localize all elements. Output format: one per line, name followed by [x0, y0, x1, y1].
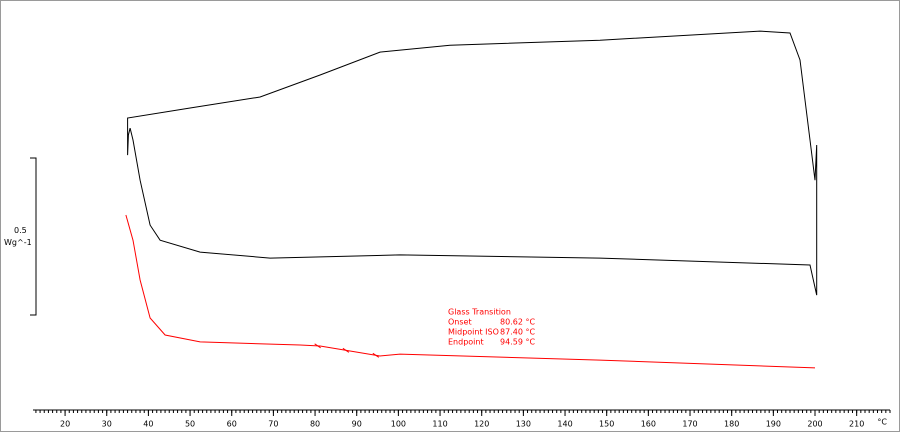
scale-value: 0.5: [14, 226, 27, 235]
x-tick-label: 100: [391, 420, 406, 429]
annotation-marker: [372, 352, 380, 358]
annotation-label: Onset: [448, 318, 472, 327]
x-tick-label: 90: [352, 420, 362, 429]
x-tick-label: 160: [641, 420, 656, 429]
annotation-title: Glass Transition: [448, 308, 511, 317]
annotation-label: Endpoint: [448, 338, 484, 347]
x-tick-label: 70: [268, 420, 278, 429]
x-unit: °C: [877, 418, 887, 427]
annotation-marker: [342, 347, 350, 353]
x-tick-label: 80: [310, 420, 320, 429]
x-tick-label: 60: [227, 420, 237, 429]
x-tick-label: 30: [102, 420, 112, 429]
curve: [127, 30, 818, 296]
x-tick-label: 200: [807, 420, 822, 429]
x-tick-label: 140: [557, 420, 572, 429]
x-tick-label: 20: [60, 420, 70, 429]
annotation-value: 94.59 °C: [500, 338, 535, 347]
x-tick-label: 110: [432, 420, 447, 429]
x-tick-label: 150: [599, 420, 614, 429]
x-tick-label: 50: [185, 420, 195, 429]
scale-unit: Wg^-1: [4, 238, 32, 247]
x-tick-label: 170: [682, 420, 697, 429]
annotation-marker: [314, 343, 321, 349]
annotation-value: 87.40 °C: [500, 328, 535, 337]
x-tick-label: 40: [143, 420, 153, 429]
x-tick-label: 190: [766, 420, 781, 429]
x-tick-label: 210: [849, 420, 864, 429]
annotation-label: Midpoint ISO: [448, 328, 499, 337]
annotation-value: 80.62 °C: [500, 318, 535, 327]
x-tick-label: 130: [516, 420, 531, 429]
scale-bar: [30, 157, 37, 316]
x-tick-label: 180: [724, 420, 739, 429]
x-tick-label: 120: [474, 420, 489, 429]
curve: [125, 214, 816, 369]
